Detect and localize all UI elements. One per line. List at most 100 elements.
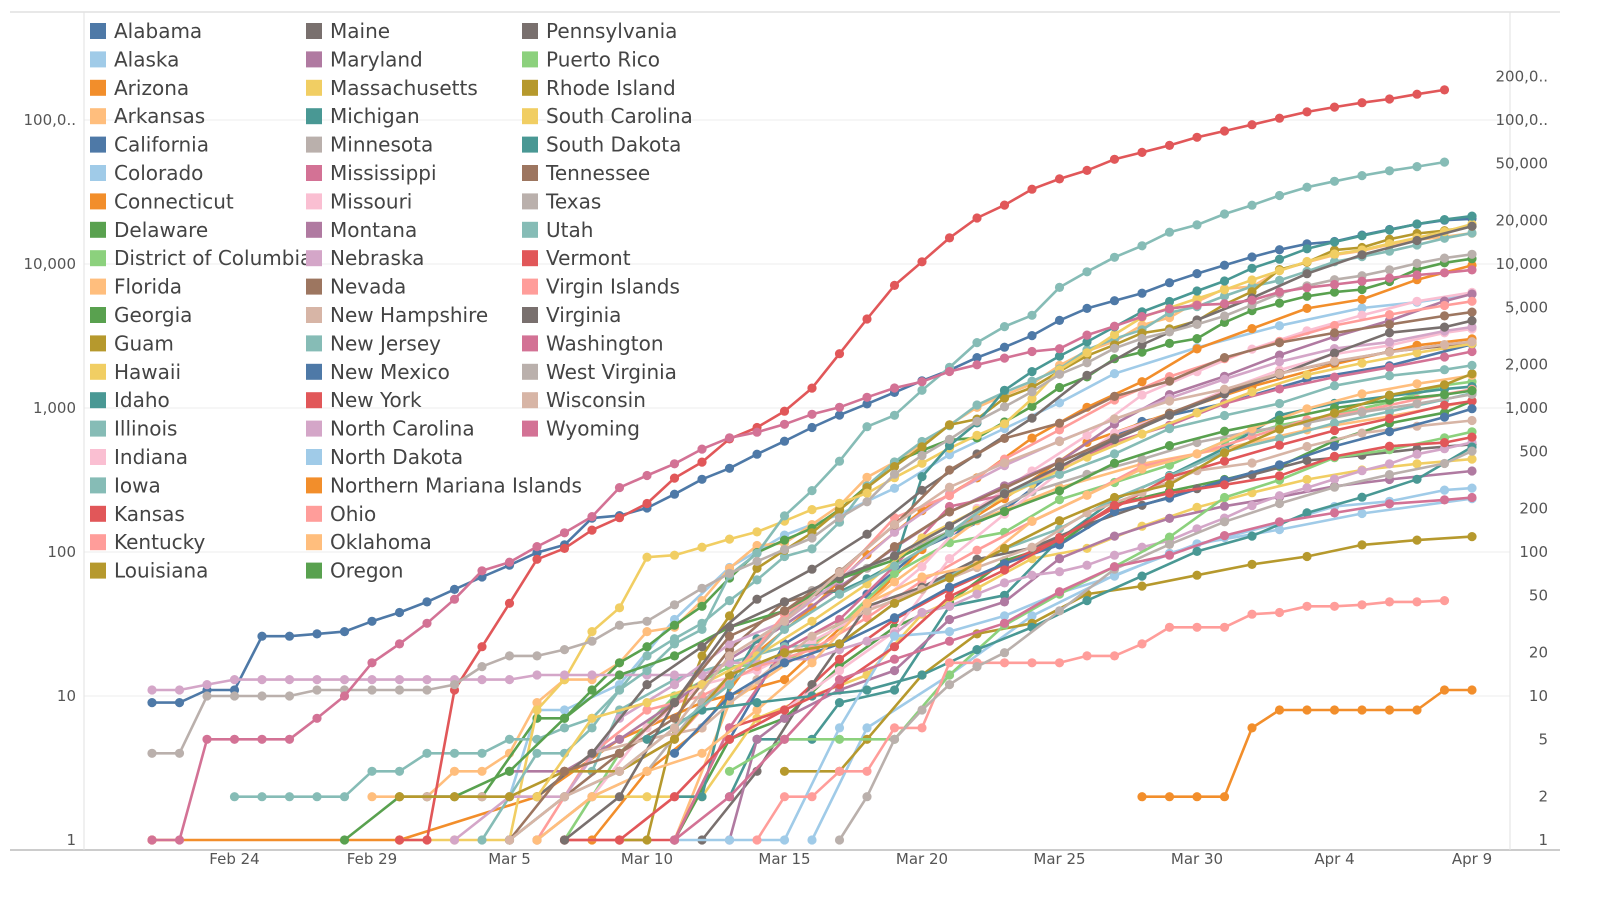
series-point	[697, 457, 707, 467]
legend-item[interactable]: Maryland	[306, 47, 423, 71]
series-point	[724, 568, 735, 579]
legend-item[interactable]: New Jersey	[306, 331, 441, 355]
legend-item[interactable]: Arkansas	[90, 104, 205, 128]
series-point	[504, 835, 515, 845]
series-point	[1164, 513, 1175, 524]
series-point	[999, 618, 1010, 628]
series-point	[559, 723, 570, 733]
legend-item[interactable]: Alabama	[90, 19, 202, 43]
series-point	[807, 616, 817, 626]
legend-item[interactable]: Northern Mariana Islands	[306, 473, 582, 497]
legend-item[interactable]: Montana	[306, 218, 417, 242]
series-point	[532, 748, 542, 758]
series-point	[1192, 502, 1202, 512]
legend-item[interactable]: Puerto Rico	[522, 47, 660, 71]
legend-item[interactable]: South Carolina	[522, 104, 693, 128]
series-point	[229, 792, 240, 802]
legend-item[interactable]: Louisiana	[90, 559, 208, 583]
series-point	[1439, 215, 1450, 225]
legend-item[interactable]: Arizona	[90, 76, 189, 100]
legend-item[interactable]: Tennessee	[522, 161, 650, 185]
series-vermont	[559, 432, 1477, 845]
y-right-tick-label: 2,000	[1505, 356, 1548, 374]
legend-item[interactable]: Kansas	[90, 502, 185, 526]
legend-item[interactable]: Nebraska	[306, 246, 424, 270]
legend-item[interactable]: Maine	[306, 19, 390, 43]
legend-item[interactable]: North Carolina	[306, 417, 475, 441]
legend-item[interactable]: Illinois	[90, 417, 177, 441]
legend-item[interactable]: Vermont	[522, 246, 631, 270]
series-point	[1082, 596, 1092, 606]
legend-item[interactable]: Ohio	[306, 502, 376, 526]
series-point	[1439, 365, 1450, 375]
series-point	[1412, 597, 1422, 607]
legend-item[interactable]: Utah	[522, 218, 593, 242]
legend-item[interactable]: Florida	[90, 275, 182, 299]
legend-item[interactable]: Georgia	[90, 303, 192, 327]
legend-item[interactable]: Nevada	[306, 275, 406, 299]
legend-item[interactable]: Rhode Island	[522, 76, 676, 100]
legend-item[interactable]: Iowa	[90, 473, 161, 497]
series-point	[1329, 279, 1340, 290]
series-point	[1137, 639, 1147, 649]
series-point	[1109, 531, 1120, 541]
legend-item[interactable]: Michigan	[306, 104, 420, 128]
legend-swatch	[306, 392, 322, 409]
legend-swatch	[306, 79, 322, 96]
legend-item[interactable]: New Hampshire	[306, 303, 488, 327]
legend-item[interactable]: Minnesota	[306, 133, 433, 157]
series-point	[779, 511, 790, 521]
series-point	[807, 658, 817, 668]
legend-item[interactable]: North Dakota	[306, 445, 463, 469]
series-point	[944, 507, 955, 517]
legend-item[interactable]: Wisconsin	[522, 388, 646, 412]
legend-item[interactable]: West Virginia	[522, 360, 677, 384]
legend-item[interactable]: Wyoming	[522, 417, 640, 441]
legend-item[interactable]: California	[90, 133, 209, 157]
legend-item[interactable]: Pennsylvania	[522, 19, 677, 43]
legend-item[interactable]: New York	[306, 388, 422, 412]
legend-item[interactable]: Oregon	[306, 559, 403, 583]
series-point	[917, 450, 927, 461]
series-point	[1054, 382, 1065, 393]
legend-item[interactable]: New Mexico	[306, 360, 450, 384]
series-point	[1247, 559, 1257, 570]
series-point	[532, 670, 542, 680]
legend-swatch	[90, 363, 106, 380]
legend-item[interactable]: Alaska	[90, 47, 179, 71]
legend-item[interactable]: Colorado	[90, 161, 203, 185]
legend-item[interactable]: Kentucky	[90, 530, 205, 554]
legend-item[interactable]: Massachusetts	[306, 76, 478, 100]
legend-item[interactable]: Connecticut	[90, 189, 234, 213]
series-point	[1192, 300, 1202, 310]
series-point	[1274, 350, 1285, 360]
legend-item[interactable]: Texas	[522, 189, 601, 213]
legend-item[interactable]: Washington	[522, 331, 664, 355]
series-point	[1219, 426, 1230, 436]
series-point	[504, 766, 515, 776]
legend-item[interactable]: Mississippi	[306, 161, 437, 185]
legend-label: Montana	[330, 218, 417, 242]
legend-item[interactable]: Guam	[90, 331, 174, 355]
series-point	[422, 675, 432, 685]
series-point	[724, 534, 735, 544]
series-point	[1164, 410, 1175, 420]
legend-item[interactable]: District of Columbia	[90, 246, 312, 270]
y-right-tick-label: 50	[1529, 586, 1548, 604]
series-point	[1467, 211, 1477, 221]
legend-item[interactable]: Oklahoma	[306, 530, 432, 554]
legend-item[interactable]: Idaho	[90, 388, 170, 412]
legend-item[interactable]: South Dakota	[522, 133, 681, 157]
series-point	[697, 474, 707, 484]
legend-item[interactable]: Hawaii	[90, 360, 181, 384]
series-point	[449, 766, 460, 776]
legend-item[interactable]: Indiana	[90, 445, 188, 469]
series-point	[972, 360, 982, 370]
series-point	[834, 456, 845, 466]
legend-item[interactable]: Missouri	[306, 189, 412, 213]
series-point	[1384, 347, 1395, 357]
legend-item[interactable]: Virgin Islands	[522, 275, 680, 299]
legend-item[interactable]: Delaware	[90, 218, 208, 242]
legend-item[interactable]: Virginia	[522, 303, 621, 327]
series-point	[999, 559, 1010, 569]
